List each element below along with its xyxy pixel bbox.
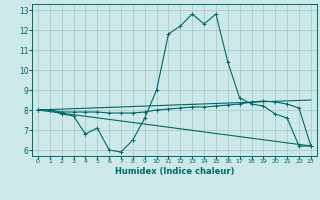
X-axis label: Humidex (Indice chaleur): Humidex (Indice chaleur)	[115, 167, 234, 176]
